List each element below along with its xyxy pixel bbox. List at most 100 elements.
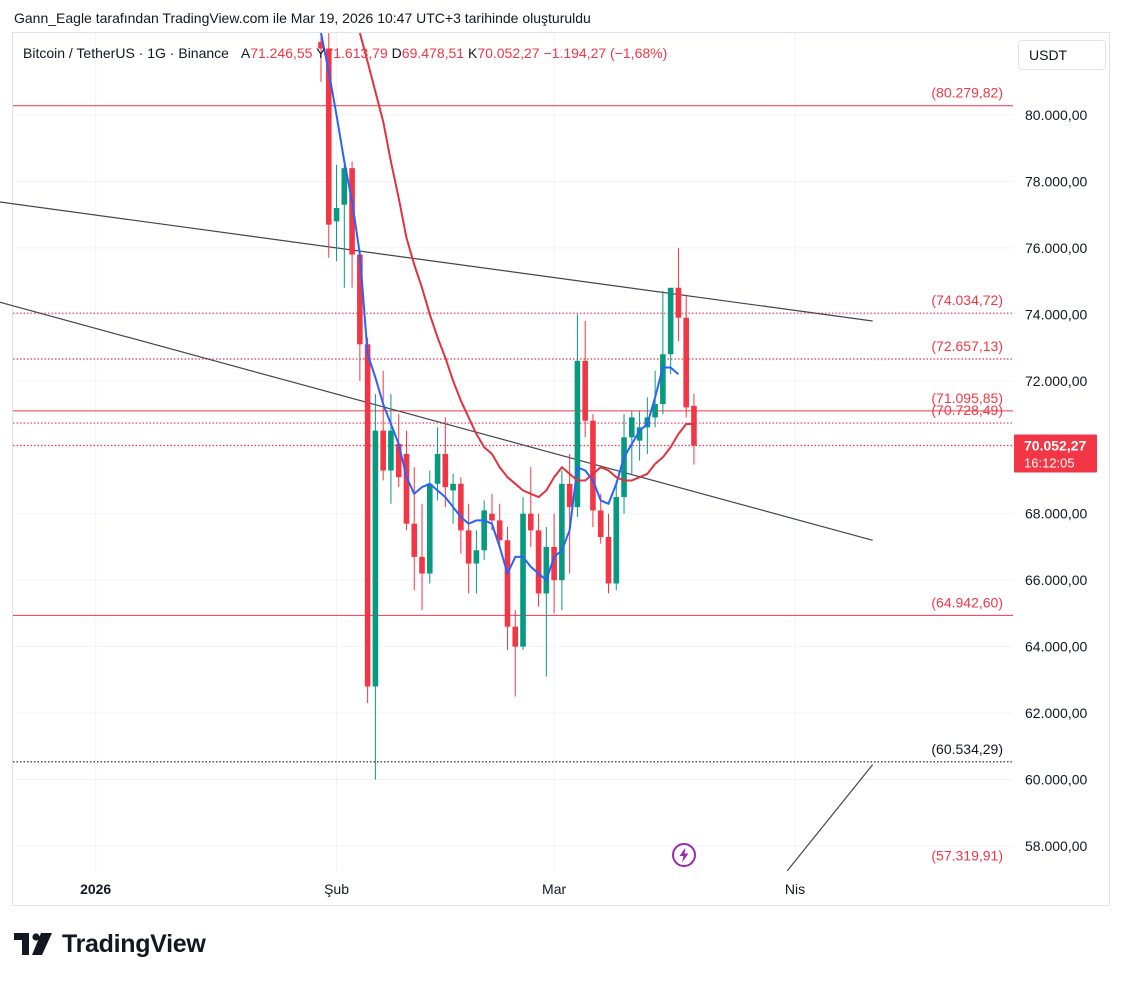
price-level-label: (57.319,91) — [931, 848, 1003, 864]
candle-body — [652, 404, 658, 418]
price-level-label: (72.657,13) — [931, 338, 1003, 354]
horizontal-levels — [13, 105, 1013, 763]
candle-body — [411, 523, 418, 557]
price-tick-label: 72.000,00 — [1025, 373, 1087, 389]
candle-body — [341, 168, 348, 205]
time-tick-label: Şub — [324, 881, 349, 897]
candle-body — [597, 510, 604, 537]
price-tick-label: 64.000,00 — [1025, 639, 1087, 655]
candle-body — [349, 168, 355, 255]
time-tick-label: Mar — [542, 881, 566, 897]
candle-body — [465, 530, 472, 564]
open-label: A — [240, 45, 251, 61]
flash-icon[interactable] — [671, 842, 697, 868]
change-value: −1.194,27 (−1,68%) — [543, 45, 668, 61]
price-tick-label: 76.000,00 — [1025, 240, 1087, 256]
price-tick-label: 74.000,00 — [1025, 306, 1087, 322]
open-value: 71.246,55 — [250, 45, 313, 61]
symbol-legend: Bitcoin / TetherUS · 1G · Binance A71.24… — [23, 45, 667, 61]
candle-body — [683, 317, 689, 408]
candle-body — [458, 483, 464, 531]
candle-body — [660, 354, 666, 405]
candle-body — [559, 483, 565, 581]
candle-body — [357, 254, 363, 345]
price-tick-label: 78.000,00 — [1025, 173, 1087, 189]
candle-body — [426, 483, 433, 574]
price-level-label: (64.942,60) — [931, 594, 1003, 610]
price-level-label: (80.279,82) — [931, 85, 1003, 101]
candle-body — [318, 41, 324, 49]
grid — [13, 33, 1013, 871]
candle-body — [629, 417, 635, 438]
candle-body — [450, 483, 456, 491]
candle-body — [504, 540, 511, 627]
candle-body — [496, 520, 503, 541]
candle-body — [543, 546, 550, 594]
time-tick-label: 2026 — [80, 881, 111, 897]
candle-body — [667, 287, 674, 355]
last-price-label: 70.052,27 16:12:05 — [1014, 434, 1097, 473]
candle-body — [473, 550, 480, 564]
price-level-label: (74.034,72) — [931, 292, 1003, 308]
candle-body — [582, 360, 588, 421]
price-level-label: (60.534,29) — [931, 741, 1003, 757]
ema-slow-line — [358, 32, 694, 499]
candle-body — [372, 430, 379, 687]
candle-body — [325, 48, 332, 225]
tradingview-logo-text: TradingView — [62, 929, 206, 958]
candle-body — [333, 208, 340, 222]
price-tick-label: 62.000,00 — [1025, 705, 1087, 721]
high-label: Y — [316, 45, 326, 61]
price-level-label: (70.728,49) — [931, 402, 1003, 418]
candle-body — [691, 405, 697, 446]
candle-body — [590, 420, 596, 511]
trendline — [0, 301, 873, 541]
candle-body — [621, 437, 627, 498]
level-labels: (80.279,82) (74.034,72) (72.657,13) (71.095… — [931, 85, 1003, 864]
price-tick-label: 66.000,00 — [1025, 572, 1087, 588]
last-price-value: 70.052,27 — [1024, 438, 1086, 454]
candle-body — [403, 453, 410, 524]
candle-body — [512, 626, 519, 647]
candle-body — [481, 510, 487, 551]
price-axis[interactable]: 58.000,00 60.000,00 62.000,00 64.000,00 66.0… — [1025, 107, 1087, 854]
moving-averages — [320, 32, 694, 582]
low-label: D — [391, 45, 402, 61]
trendlines — [0, 201, 874, 872]
candle-body — [395, 443, 402, 478]
candle-body — [489, 513, 495, 521]
candle-body — [419, 556, 425, 574]
trendline — [786, 764, 874, 872]
price-tick-label: 58.000,00 — [1025, 838, 1087, 854]
candle-body — [636, 427, 643, 441]
candle-body — [527, 513, 534, 531]
candle-body — [613, 497, 620, 584]
symbol-name[interactable]: Bitcoin / TetherUS · 1G · Binance — [23, 45, 229, 61]
tradingview-logo-icon — [14, 933, 52, 955]
candle-body — [520, 513, 526, 647]
candle-body — [380, 430, 386, 471]
candle-body — [566, 483, 573, 508]
close-label: K — [467, 45, 478, 61]
chart-frame[interactable] — [12, 32, 1110, 906]
ema-fast-line — [320, 32, 680, 582]
candle-body — [551, 546, 557, 581]
time-axis[interactable]: 2026 Şub Mar Nis — [80, 881, 805, 897]
candles — [318, 33, 697, 780]
candle-body — [574, 360, 581, 508]
candle-body — [388, 430, 394, 471]
tradingview-logo[interactable]: TradingView — [14, 928, 206, 960]
candle-body — [364, 344, 371, 687]
candle-body — [675, 287, 682, 318]
chart-caption: Gann_Eagle tarafından TradingView.com il… — [14, 10, 591, 26]
price-level-label: (71.095,85) — [931, 390, 1003, 406]
last-price-box — [1014, 434, 1097, 473]
last-price-countdown: 16:12:05 — [1024, 456, 1075, 471]
candle-body — [605, 536, 612, 584]
candle-body — [442, 453, 449, 488]
currency-button[interactable]: USDT — [1018, 40, 1106, 70]
time-tick-label: Nis — [785, 881, 805, 897]
trendline — [0, 201, 873, 322]
candle-body — [535, 530, 542, 594]
